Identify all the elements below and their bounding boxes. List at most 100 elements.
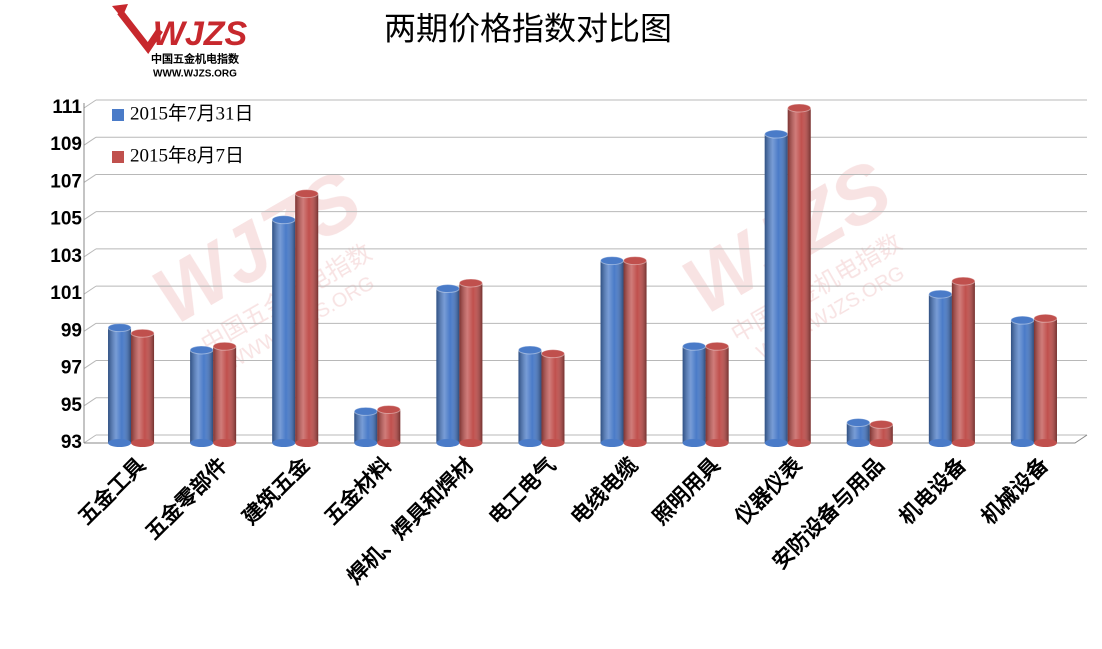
logo-arrow-head [112,4,128,18]
bar-shading [600,260,624,443]
grid-line-side [83,285,97,295]
bar-shading [951,281,975,443]
bar-shading [108,327,132,443]
legend-label: 2015年8月7日 [130,144,244,166]
bar-shading [377,409,401,443]
y-tick-label: 99 [61,320,82,341]
bar-bottom [1033,439,1057,447]
bar-top [1010,315,1035,325]
bar-bottom [764,439,788,447]
bar-bottom [600,439,624,447]
y-tick-label: 101 [50,283,82,304]
y-tick-label: 103 [50,246,82,267]
x-tick-label: 五金工具 [74,453,150,529]
bar-top [787,103,812,113]
bar-shading [272,219,296,443]
bar-top [189,345,214,355]
grid-line-side [83,397,97,407]
logo: WJZS 中国五金机电指数 WWW.WJZS.ORG [112,4,248,80]
y-tick-label: 105 [50,209,82,230]
bar-shading [1010,320,1034,443]
bar-top [928,289,953,299]
bar-bottom [190,439,214,447]
legend-label: 2015年7月31日 [130,102,254,124]
grid-line-side [83,322,97,332]
bar-shading [705,346,729,443]
bar-top [623,256,648,266]
y-tick-label: 111 [52,97,82,118]
grid-line-side [83,174,97,183]
x-tick-label: 电工电气 [484,453,560,529]
bar-bottom [131,439,155,447]
bar-top [212,341,237,351]
bar-bottom [436,439,460,447]
bar-top [271,215,296,225]
logo-name: 中国五金机电指数 [151,52,240,66]
bar-shading [131,333,155,443]
x-tick-label: 电线电缆 [566,453,642,529]
bar-top [682,341,707,351]
bar-top [869,419,894,429]
bar-shading [295,193,319,443]
bar-bottom [213,439,237,447]
x-tick-label: 照明用具 [648,453,724,529]
bar-bottom [869,439,893,447]
bar-shading [846,422,870,443]
grid-line-side [83,434,97,444]
y-tick-label: 107 [50,171,82,192]
grid-line-side [83,248,97,258]
bar-shading [928,294,952,443]
bar-bottom [272,439,296,447]
bar-bottom [623,439,647,447]
grid-line-side [83,211,97,221]
bar-shading [190,349,214,443]
bar-top [130,328,155,338]
bar-shading [213,346,237,443]
grid-line-side [83,136,97,146]
bar-shading [764,134,788,444]
bar-shading [436,288,460,443]
bar-bottom [787,439,811,447]
bar-shading [541,353,565,443]
bar-top [540,349,565,359]
bar-bottom [541,439,565,447]
y-tick-label: 97 [61,358,82,379]
floor [84,434,1088,444]
bar-shading [787,108,811,443]
y-tick-label: 93 [61,432,82,453]
bar-bottom [108,439,132,447]
x-tick-label: 建筑五金 [238,452,315,529]
bar-shading [354,411,378,443]
legend-swatch [112,109,124,121]
x-tick-label: 五金材料 [320,453,396,529]
x-tick-label: 仪器仪表 [730,452,808,530]
x-tick-label: 机电设备 [894,452,971,529]
bar-bottom [846,439,870,447]
logo-arrow [117,9,163,54]
bar-top [458,278,483,288]
bar-bottom [705,439,729,447]
bar-top [764,129,789,139]
bar-shading [459,282,483,443]
bar-top [376,405,401,414]
plot-area: 93 95 97 99 101 103 105 107 109 111 五金工具五金零部件 建筑五金五… [50,97,1088,589]
bar-bottom [928,439,952,447]
bar-top [1033,313,1058,323]
bar-top [517,345,542,355]
bar-bottom [459,439,483,447]
bar-shading [1033,318,1057,443]
y-tick-label: 109 [50,134,82,155]
bar-top [435,284,460,294]
logo-mark: WJZS [153,15,248,53]
legend-swatch [112,151,124,163]
bar-bottom [1010,439,1034,447]
bar-bottom [951,439,975,447]
bar-top [951,276,976,286]
logo-url: WWW.WJZS.ORG [153,69,237,80]
bar-top [705,341,730,351]
bar-bottom [518,439,542,447]
bar-bottom [295,439,319,447]
bar-shading [518,349,542,443]
x-tick-label: 五金零部件 [141,453,232,544]
